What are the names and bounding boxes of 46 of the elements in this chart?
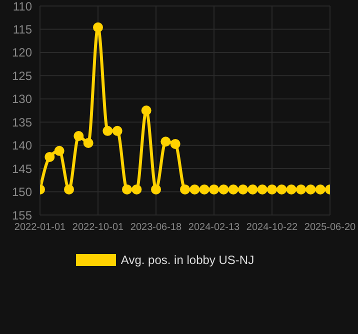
y-tick-label: 110 bbox=[12, 0, 32, 14]
point bbox=[44, 152, 55, 162]
point bbox=[112, 126, 122, 136]
point bbox=[180, 184, 190, 194]
y-tick-label: 115 bbox=[12, 22, 32, 36]
y-tick-label: 125 bbox=[12, 68, 32, 83]
point bbox=[74, 131, 84, 142]
point bbox=[83, 138, 94, 148]
x-tick-label: 2024-02-13 bbox=[188, 222, 240, 234]
y-tick-label: 145 bbox=[12, 162, 32, 176]
point bbox=[276, 184, 287, 194]
x-tick-label: 2024-10-22 bbox=[246, 222, 298, 234]
point bbox=[122, 184, 132, 194]
point bbox=[209, 184, 219, 194]
y-tick-label: 135 bbox=[12, 115, 32, 130]
point bbox=[199, 184, 210, 194]
point bbox=[190, 184, 200, 194]
point bbox=[228, 184, 238, 194]
legend-label: Avg. pos. in lobby US-NJ bbox=[120, 253, 254, 267]
point bbox=[315, 184, 326, 194]
y-tick-label: 140 bbox=[12, 138, 32, 153]
point bbox=[248, 184, 258, 194]
point bbox=[257, 184, 268, 194]
x-tick-label: 2025-06-20 bbox=[304, 222, 356, 234]
point bbox=[286, 184, 296, 194]
point bbox=[151, 184, 161, 194]
x-tick-label: 2022-01-01 bbox=[14, 222, 66, 234]
point bbox=[132, 184, 142, 194]
point bbox=[306, 184, 316, 194]
y-tick-label: 150 bbox=[12, 185, 32, 200]
point bbox=[141, 106, 152, 116]
point bbox=[93, 22, 103, 32]
point bbox=[54, 146, 64, 156]
point bbox=[238, 184, 248, 194]
point bbox=[296, 184, 306, 194]
point bbox=[64, 184, 74, 194]
point bbox=[102, 126, 113, 136]
y-tick-label: 130 bbox=[12, 92, 32, 106]
point bbox=[218, 184, 229, 194]
x-tick-label: 2022-10-01 bbox=[72, 222, 124, 234]
point bbox=[267, 184, 277, 194]
x-tick-label: 2023-06-18 bbox=[130, 222, 182, 234]
y-tick-label: 120 bbox=[12, 46, 32, 60]
point bbox=[160, 136, 171, 147]
point bbox=[170, 138, 180, 149]
y-tick-label: 155 bbox=[12, 208, 32, 222]
